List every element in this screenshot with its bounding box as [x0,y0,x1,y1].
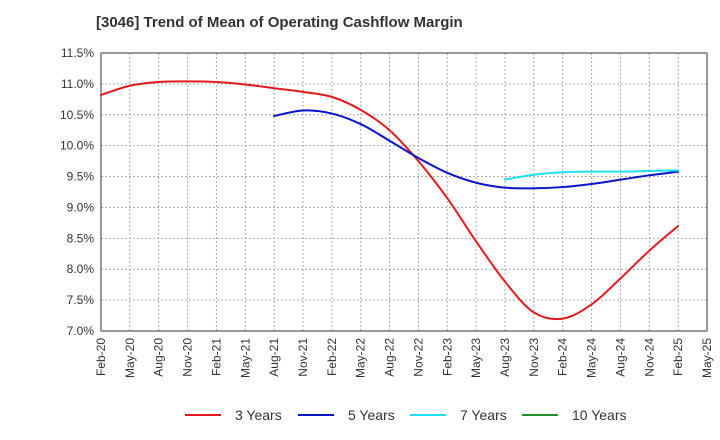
y-tick-label: 9.5% [67,170,95,184]
legend-item-7-years: 7 Years [410,404,507,426]
y-tick-label: 7.0% [67,324,95,338]
y-tick-label: 10.0% [60,139,94,153]
legend-swatch [298,414,334,416]
x-tick-label: Nov-23 [527,338,541,377]
y-tick-label: 7.5% [67,293,95,307]
x-tick-label: May-20 [123,338,137,378]
legend-label: 3 Years [235,407,282,423]
legend-label: 7 Years [460,407,507,423]
x-tick-label: Feb-20 [94,338,108,376]
y-tick-label: 8.0% [67,262,95,276]
legend-swatch [522,414,558,416]
x-tick-label: May-22 [354,338,368,378]
x-tick-label: Nov-24 [642,338,656,377]
legend-swatch [410,414,446,416]
x-tick-label: Feb-24 [556,338,570,376]
x-tick-label: Feb-25 [671,338,685,376]
legend-label: 10 Years [572,407,627,423]
x-tick-label: May-23 [469,338,483,378]
x-tick-label: Nov-22 [411,338,425,377]
x-tick-label: May-24 [585,338,599,378]
y-tick-label: 11.0% [61,77,94,91]
x-tick-label: Feb-23 [440,338,454,376]
series-line-3-years [100,80,680,321]
legend-item-5-years: 5 Years [298,404,395,426]
x-tick-label: Aug-22 [383,338,397,377]
x-tick-label: Aug-21 [267,338,281,377]
x-tick-label: Feb-22 [325,338,339,376]
x-tick-label: Feb-21 [209,338,223,376]
legend-item-10-years: 10 Years [522,404,627,426]
x-tick-label: May-25 [700,338,714,378]
x-tick-label: Aug-23 [498,338,512,377]
legend-item-3-years: 3 Years [185,404,282,426]
x-tick-label: Nov-21 [296,338,310,377]
chart-legend: 3 Years 5 Years 7 Years 10 Years [0,404,720,426]
y-tick-label: 8.5% [67,231,95,245]
x-tick-label: May-21 [238,338,252,378]
plot-area-frame [100,52,708,332]
x-tick-label: Aug-24 [613,338,627,377]
series-line-7-years [504,169,680,181]
chart-title: [3046] Trend of Mean of Operating Cashfl… [96,14,463,31]
legend-swatch [185,414,221,416]
y-tick-label: 10.5% [60,108,94,122]
x-tick-label: Nov-20 [181,338,195,377]
y-tick-label: 11.5% [61,46,94,60]
series-line-5-years [273,109,680,190]
x-tick-label: Aug-20 [152,338,166,377]
y-tick-label: 9.0% [67,200,95,214]
legend-label: 5 Years [348,407,395,423]
